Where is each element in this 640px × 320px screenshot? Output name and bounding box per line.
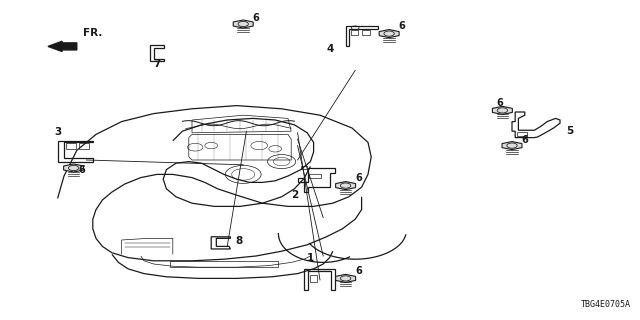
Text: 6: 6 xyxy=(496,98,503,108)
Text: 1: 1 xyxy=(307,253,314,263)
Text: 4: 4 xyxy=(326,44,334,54)
Bar xyxy=(310,275,317,282)
Text: TBG4E0705A: TBG4E0705A xyxy=(580,300,630,309)
Bar xyxy=(351,30,358,35)
Text: 6: 6 xyxy=(253,13,260,23)
Polygon shape xyxy=(502,141,522,150)
Text: 3: 3 xyxy=(54,127,61,137)
Bar xyxy=(170,261,278,267)
Text: 7: 7 xyxy=(154,59,161,68)
Bar xyxy=(301,166,307,169)
Text: 6: 6 xyxy=(355,266,362,276)
Text: 8: 8 xyxy=(236,236,243,246)
Polygon shape xyxy=(492,106,513,115)
FancyArrow shape xyxy=(48,41,77,52)
Text: 6: 6 xyxy=(78,165,85,175)
Bar xyxy=(362,30,370,35)
Text: 6: 6 xyxy=(398,21,405,31)
Text: 2: 2 xyxy=(291,190,298,200)
Polygon shape xyxy=(335,181,356,190)
Text: 6: 6 xyxy=(355,173,362,183)
Bar xyxy=(79,143,89,149)
Polygon shape xyxy=(379,29,399,38)
Polygon shape xyxy=(63,164,84,172)
Bar xyxy=(517,132,527,136)
Polygon shape xyxy=(233,20,253,28)
Bar xyxy=(66,143,76,149)
Text: 6: 6 xyxy=(522,135,529,145)
Text: 5: 5 xyxy=(566,126,573,136)
Polygon shape xyxy=(335,274,356,283)
Text: FR.: FR. xyxy=(83,28,102,38)
Bar xyxy=(309,174,321,178)
